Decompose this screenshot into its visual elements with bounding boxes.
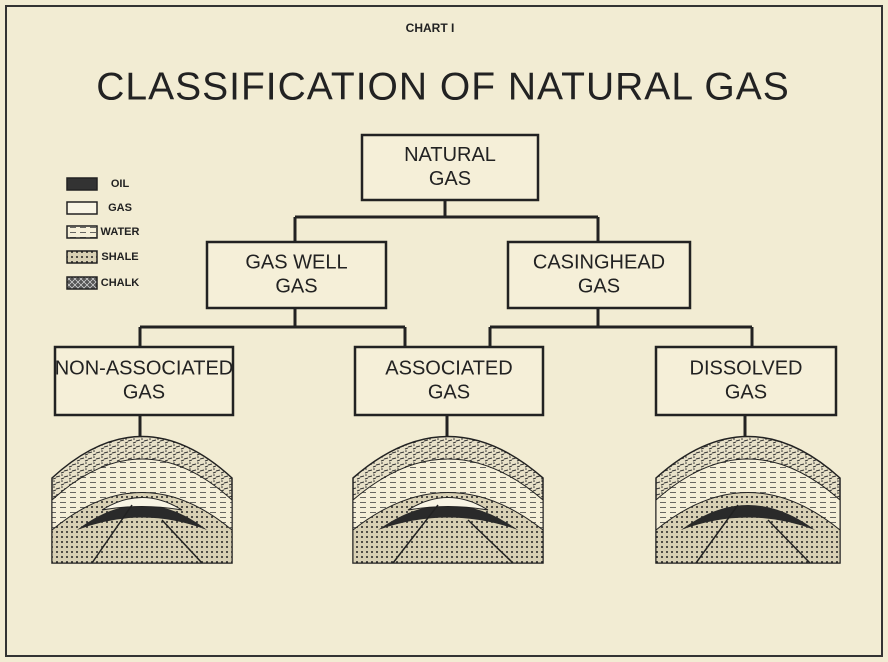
cross-sections [52,437,840,564]
legend-label: WATER [101,226,140,238]
connector [490,308,752,347]
legend-swatch [67,178,97,190]
legend-swatch [67,251,97,263]
node-label: GAS [123,381,165,403]
node-label: GAS [429,168,471,190]
legend-label: GAS [108,202,132,214]
legend: OIL GAS WATER SHALE CHALK [67,178,140,289]
legend-swatch [67,202,97,214]
node-label: NON-ASSOCIATED [55,357,234,379]
node-label: GAS [578,275,620,297]
connector [295,200,598,242]
node-label: DISSOLVED [690,357,803,379]
node-label: CASINGHEAD [533,251,665,273]
legend-label: CHALK [101,277,140,289]
node-label: GAS [725,381,767,403]
legend-label: SHALE [101,251,138,263]
chart-label: CHART I [406,21,455,35]
title: CLASSIFICATION OF NATURAL GAS [96,65,790,108]
legend-swatch [67,277,97,289]
diagram: CHART I CLASSIFICATION OF NATURAL GAS OI… [0,0,888,662]
node-label: GAS [428,381,470,403]
node-label: NATURAL [404,144,496,166]
node-label: GAS WELL [245,251,347,273]
legend-swatch [67,226,97,238]
connector [140,308,405,347]
node-label: GAS [275,275,317,297]
legend-label: OIL [111,178,130,190]
node-label: ASSOCIATED [385,357,512,379]
